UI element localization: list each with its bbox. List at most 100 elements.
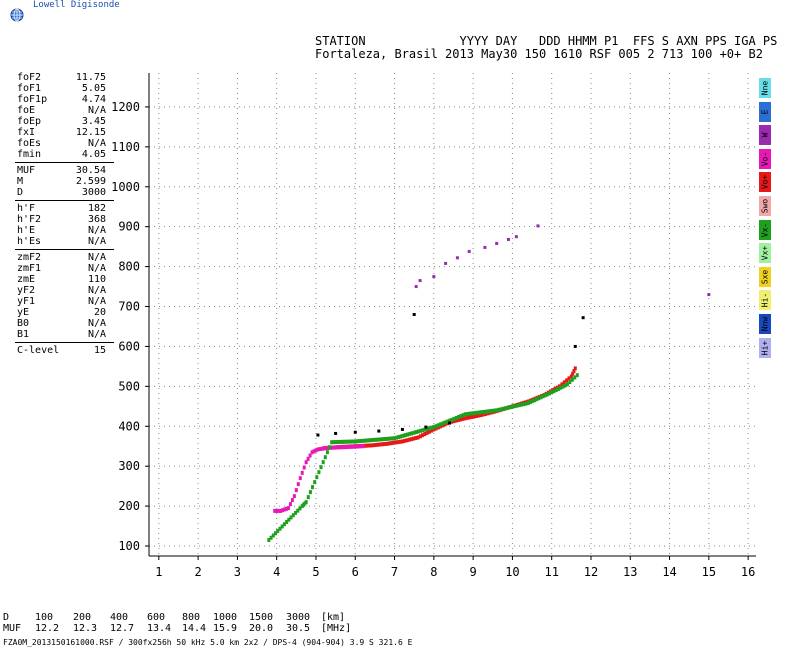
- data-point: [379, 437, 383, 442]
- x-tick-label: 12: [584, 565, 598, 579]
- data-point: [569, 374, 573, 379]
- data-point: [541, 394, 545, 399]
- data-point: [414, 436, 418, 441]
- data-point: [443, 420, 447, 425]
- data-point: [423, 432, 427, 437]
- y-tick-label: 800: [118, 260, 140, 274]
- data-point: [377, 429, 381, 433]
- param-row: foE N/A: [10, 105, 140, 116]
- data-point: [313, 480, 317, 485]
- data-point: [399, 434, 403, 439]
- data-point: [334, 431, 338, 435]
- data-point: [280, 524, 284, 529]
- data-point: [501, 406, 505, 411]
- param-label: foF2: [17, 72, 42, 83]
- param-label: foF1: [17, 83, 42, 94]
- data-point: [425, 430, 429, 435]
- muf-table-muf: 12.3: [73, 623, 98, 634]
- data-point: [457, 417, 461, 422]
- legend-label: W: [760, 132, 770, 138]
- globe-icon: [10, 8, 24, 22]
- y-tick-label: 300: [118, 459, 140, 473]
- param-value: 3000: [81, 187, 106, 198]
- param-value: 12.15: [75, 127, 106, 138]
- param-label: yE: [17, 307, 30, 318]
- data-point: [403, 438, 407, 443]
- data-point: [388, 436, 392, 441]
- data-point: [430, 428, 434, 433]
- data-point: [271, 533, 275, 538]
- data-point: [345, 439, 349, 444]
- data-point: [376, 442, 380, 447]
- brand-header: Lowell Digisonde: [10, 0, 210, 24]
- data-point: [514, 235, 518, 239]
- data-point: [348, 444, 352, 449]
- data-point: [285, 506, 289, 511]
- data-point: [405, 438, 409, 443]
- data-point: [296, 508, 300, 513]
- data-point: [325, 450, 329, 455]
- data-point: [300, 470, 304, 475]
- data-point: [277, 508, 281, 513]
- legend-item: Swo: [759, 195, 771, 216]
- muf-table-muf: 20.0: [249, 623, 274, 634]
- x-tick-label: 6: [352, 565, 359, 579]
- legend-label: Hi-: [760, 293, 770, 308]
- data-point: [357, 444, 361, 449]
- param-row: MUF 30.54: [10, 165, 140, 176]
- data-point: [360, 438, 364, 443]
- param-row: h'F2 368: [10, 214, 140, 225]
- param-value: N/A: [87, 263, 106, 274]
- data-point: [396, 440, 400, 445]
- data-point: [445, 419, 449, 424]
- data-point: [359, 444, 363, 449]
- data-point: [455, 256, 459, 260]
- y-tick-label: 900: [118, 220, 140, 234]
- data-point: [326, 445, 330, 450]
- data-point: [336, 440, 340, 445]
- param-label: B0: [17, 318, 30, 329]
- data-point: [571, 371, 575, 376]
- data-point: [308, 453, 312, 458]
- data-point: [474, 414, 478, 419]
- data-point: [506, 237, 510, 241]
- data-point: [373, 442, 377, 447]
- data-point: [444, 261, 448, 265]
- data-point: [423, 427, 427, 432]
- muf-table-muf-label: MUF: [3, 623, 22, 634]
- param-value: N/A: [87, 138, 106, 149]
- series-4: [316, 313, 585, 437]
- muf-table-distance: 200: [73, 612, 92, 623]
- data-point: [448, 418, 452, 423]
- data-point: [367, 443, 371, 448]
- data-point: [504, 406, 508, 411]
- data-point: [481, 412, 485, 417]
- data-point: [321, 460, 325, 465]
- param-value: 4.74: [81, 94, 106, 105]
- data-point: [387, 441, 391, 446]
- param-row: foF1 5.05: [10, 83, 140, 94]
- data-point: [552, 389, 556, 394]
- x-tick-label: 7: [391, 565, 398, 579]
- y-tick-label: 1000: [111, 180, 140, 194]
- param-value: 3.45: [81, 116, 106, 127]
- data-point: [570, 377, 574, 382]
- muf-table-muf: 12.2: [35, 623, 60, 634]
- series-0: [322, 366, 577, 451]
- data-point: [567, 376, 571, 381]
- data-point: [398, 439, 402, 444]
- param-label: h'F2: [17, 214, 42, 225]
- data-point: [556, 386, 560, 391]
- param-value: N/A: [87, 329, 106, 340]
- data-point: [267, 538, 271, 543]
- param-label: zmE: [17, 274, 36, 285]
- data-point: [524, 401, 528, 406]
- data-point: [306, 495, 310, 500]
- legend-label: Hi+: [760, 340, 770, 355]
- axes: 1 2 3 4 5 6 7 8 9 10 11 12 13 14 15 1610020030040050060…: [111, 73, 756, 579]
- data-point: [508, 405, 512, 410]
- data-point: [294, 488, 298, 493]
- data-point: [323, 446, 327, 451]
- data-point: [434, 424, 438, 429]
- data-point: [391, 440, 395, 445]
